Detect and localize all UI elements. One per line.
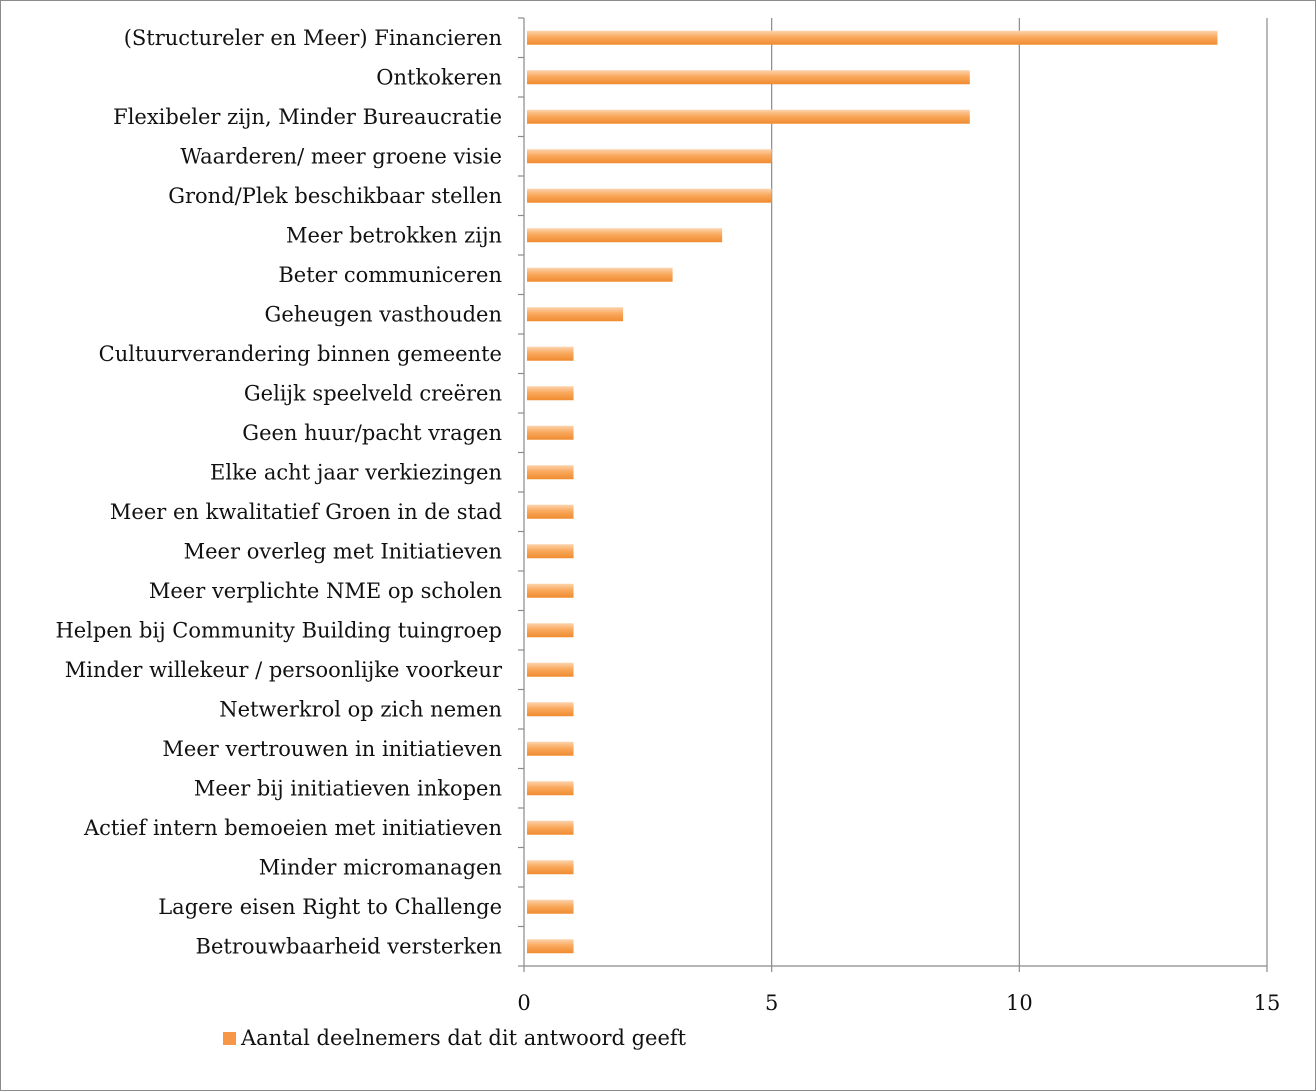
bar [527, 939, 574, 953]
bar [527, 623, 574, 637]
category-label: Meer vertrouwen in initiatieven [162, 737, 502, 761]
category-label: Meer betrokken zijn [286, 223, 502, 247]
x-tick-label: 10 [1006, 991, 1033, 1015]
bar [527, 307, 623, 321]
legend: Aantal deelnemers dat dit antwoord geeft [223, 1026, 687, 1050]
category-label: Netwerkrol op zich nemen [219, 697, 502, 721]
bar [527, 228, 722, 242]
bar [527, 663, 574, 677]
category-label: Betrouwbaarheid versterken [196, 934, 502, 958]
bar [527, 742, 574, 756]
bar [527, 702, 574, 716]
x-tick-label: 5 [765, 991, 778, 1015]
category-label: Gelijk speelveld creëren [244, 381, 502, 405]
bar [527, 505, 574, 519]
category-label: Cultuurverandering binnen gemeente [99, 342, 502, 366]
category-label: Grond/Plek beschikbaar stellen [168, 184, 502, 208]
x-tick-label: 15 [1254, 991, 1281, 1015]
bar [527, 584, 574, 598]
bar [527, 426, 574, 440]
category-label: Geheugen vasthouden [265, 302, 502, 326]
bar [527, 110, 970, 124]
legend-label: Aantal deelnemers dat dit antwoord geeft [240, 1026, 687, 1050]
category-label: Waarderen/ meer groene visie [180, 144, 502, 168]
category-label: Meer overleg met Initiatieven [184, 539, 502, 563]
legend-swatch [223, 1032, 236, 1045]
bar [527, 149, 772, 163]
category-labels: (Structureler en Meer) Financieren Ontkok… [55, 26, 503, 959]
category-label: (Structureler en Meer) Financieren [124, 26, 502, 50]
bar [527, 465, 574, 479]
x-tick-labels: 0 5 10 15 [517, 991, 1280, 1015]
bar [527, 189, 772, 203]
category-label: Ontkokeren [376, 65, 502, 89]
bar [527, 70, 970, 84]
category-label: Beter communiceren [278, 263, 502, 287]
category-label: Meer verplichte NME op scholen [149, 579, 502, 603]
bars [527, 31, 1217, 954]
bar [527, 386, 574, 400]
category-label: Lagere eisen Right to Challenge [158, 895, 502, 919]
category-label: Helpen bij Community Building tuingroep [55, 618, 502, 642]
bar [527, 821, 574, 835]
category-label: Meer bij initiatieven inkopen [194, 776, 502, 800]
category-label: Elke acht jaar verkiezingen [210, 460, 502, 484]
category-label: Minder micromanagen [259, 855, 502, 879]
bar [527, 900, 574, 914]
bar [527, 347, 574, 361]
category-label: Actief intern bemoeien met initiatieven [83, 816, 502, 840]
bar [527, 860, 574, 874]
bar [527, 31, 1217, 45]
x-tick-label: 0 [517, 991, 530, 1015]
category-label: Geen huur/pacht vragen [242, 421, 502, 445]
category-label: Meer en kwalitatief Groen in de stad [110, 500, 502, 524]
category-label: Flexibeler zijn, Minder Bureaucratie [113, 105, 502, 129]
bar [527, 544, 574, 558]
bar [527, 781, 574, 795]
gridlines [772, 18, 1267, 966]
category-label: Minder willekeur / persoonlijke voorkeur [65, 658, 503, 682]
bar [527, 268, 673, 282]
